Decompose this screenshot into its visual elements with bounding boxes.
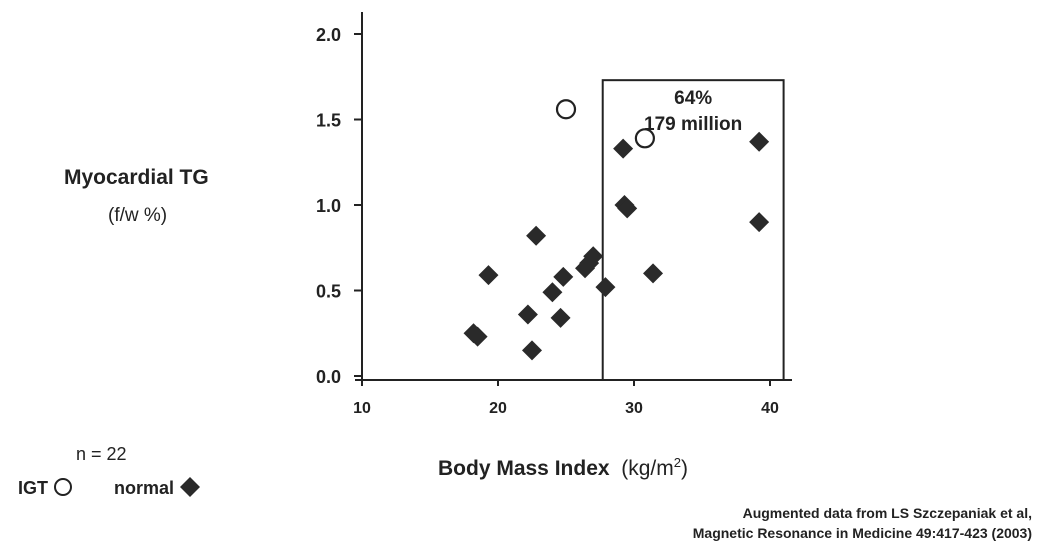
region-percent-label: 64%	[674, 88, 712, 109]
normal-point	[517, 304, 538, 325]
normal-point	[553, 266, 574, 287]
legend: IGT normal	[18, 476, 201, 499]
normal-point	[617, 198, 638, 219]
y-axis-unit: (f/w %)	[108, 205, 168, 226]
normal-point	[542, 282, 563, 303]
y-tick-label: 1.5	[316, 111, 341, 131]
sample-size-label: n = 22	[76, 444, 127, 464]
citation-line-2: Magnetic Resonance in Medicine 49:417-42…	[692, 525, 1032, 541]
normal-point	[467, 326, 488, 347]
diamond-marker-icon	[180, 477, 201, 497]
normal-point	[583, 246, 604, 267]
igt-point	[555, 99, 577, 120]
normal-point	[526, 225, 547, 246]
normal-point	[550, 307, 571, 328]
x-tick-label: 20	[489, 400, 507, 417]
normal-point	[643, 263, 664, 284]
x-axis-label: Body Mass Index (kg/m2)	[438, 455, 688, 481]
x-tick-label: 40	[761, 400, 779, 417]
normal-point	[613, 138, 634, 159]
x-tick-label: 10	[353, 400, 371, 417]
legend-igt-label: IGT	[18, 478, 48, 498]
x-axis-unit-sup: 2	[673, 455, 681, 470]
normal-point	[522, 340, 542, 361]
y-tick-label: 2.0	[316, 25, 341, 45]
x-tick-label: 30	[625, 400, 643, 417]
citation: Augmented data from LS Szczepaniak et al…	[693, 503, 1032, 543]
normal-point	[478, 265, 499, 286]
normal-point	[595, 277, 616, 298]
normal-point	[749, 131, 770, 152]
y-tick-label: 0.0	[316, 367, 341, 387]
x-axis-title: Body Mass Index	[438, 457, 610, 480]
region-box	[601, 79, 785, 381]
region-count-label: 179 million	[644, 114, 742, 135]
legend-normal-label: normal	[114, 478, 175, 498]
y-axis-label: Myocardial TG	[64, 166, 209, 189]
y-tick-label: 0.5	[316, 282, 341, 302]
circle-marker-icon	[54, 478, 73, 496]
x-axis-unit-prefix: (kg/m	[621, 457, 674, 480]
normal-point	[749, 212, 770, 233]
citation-line-1: Augmented data from LS Szczepaniak et al…	[742, 505, 1032, 521]
igt-point	[634, 128, 655, 149]
x-axis-unit-suffix: )	[680, 457, 688, 480]
y-tick-label: 1.0	[316, 196, 341, 216]
